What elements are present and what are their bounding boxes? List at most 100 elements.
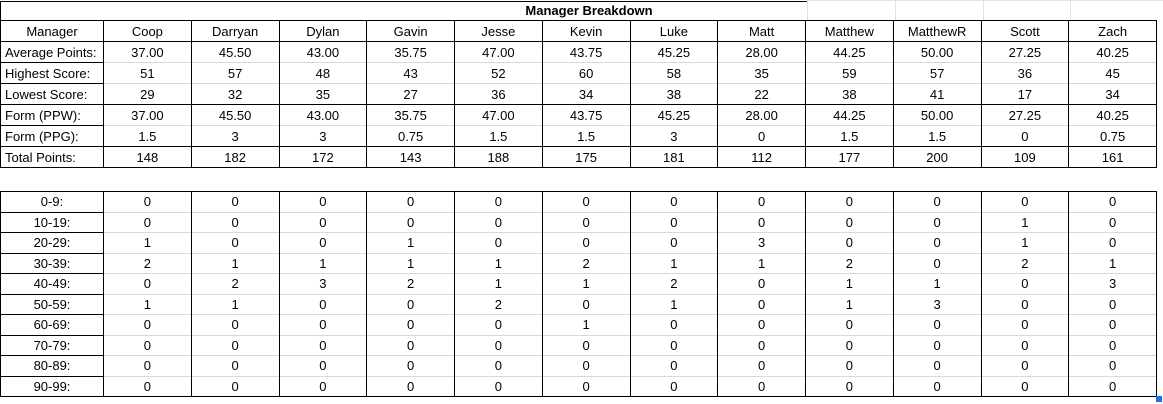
- cell[interactable]: 51: [103, 62, 192, 84]
- cell[interactable]: 0: [717, 125, 806, 147]
- column-header[interactable]: Dylan: [278, 20, 368, 42]
- cell[interactable]: 0: [629, 211, 719, 233]
- cell[interactable]: 52: [454, 62, 543, 84]
- cell[interactable]: 0: [980, 293, 1070, 315]
- row-label[interactable]: Highest Score:: [0, 62, 104, 84]
- row-label[interactable]: 90-99:: [0, 375, 104, 397]
- cell[interactable]: 0: [892, 211, 982, 233]
- cell[interactable]: 0: [366, 191, 455, 212]
- cell[interactable]: 27.25: [980, 104, 1070, 126]
- cell[interactable]: 0: [541, 232, 631, 253]
- cell[interactable]: 43.00: [278, 41, 368, 63]
- cell[interactable]: 1: [454, 273, 543, 294]
- cell[interactable]: 2: [366, 273, 455, 294]
- cell[interactable]: 0: [892, 375, 982, 397]
- cell[interactable]: 1.5: [103, 125, 192, 147]
- cell[interactable]: 1: [454, 252, 543, 274]
- cell[interactable]: 200: [892, 146, 982, 168]
- cell[interactable]: 0: [629, 355, 719, 376]
- cell[interactable]: 0: [541, 355, 631, 376]
- cell[interactable]: 1.5: [805, 125, 894, 147]
- cell[interactable]: 1: [980, 211, 1070, 233]
- column-header[interactable]: Matthew: [805, 20, 894, 42]
- cell[interactable]: 0: [980, 355, 1070, 376]
- cell[interactable]: 0: [541, 334, 631, 356]
- cell[interactable]: 0: [454, 334, 543, 356]
- cell[interactable]: 0: [541, 211, 631, 233]
- cell[interactable]: 0: [190, 314, 280, 335]
- cell[interactable]: 0: [278, 232, 368, 253]
- cell[interactable]: 0: [366, 293, 455, 315]
- cell[interactable]: 0: [805, 334, 894, 356]
- cell[interactable]: 181: [629, 146, 719, 168]
- cell[interactable]: 0: [980, 314, 1070, 335]
- cell[interactable]: 1: [892, 273, 982, 294]
- row-label[interactable]: 20-29:: [0, 232, 104, 253]
- cell[interactable]: 29: [103, 83, 192, 105]
- cell[interactable]: 45.50: [190, 41, 280, 63]
- cell[interactable]: 32: [190, 83, 280, 105]
- cell[interactable]: 0: [103, 211, 192, 233]
- column-header[interactable]: Luke: [629, 20, 719, 42]
- cell[interactable]: 3: [1068, 273, 1157, 294]
- cell[interactable]: 0: [892, 252, 982, 274]
- cell[interactable]: 35: [717, 62, 806, 84]
- cell[interactable]: 0: [892, 232, 982, 253]
- cell[interactable]: 37.00: [103, 41, 192, 63]
- cell[interactable]: 38: [629, 83, 719, 105]
- cell[interactable]: 0: [454, 314, 543, 335]
- cell[interactable]: 0: [629, 375, 719, 397]
- cell[interactable]: 28.00: [717, 104, 806, 126]
- cell[interactable]: 0: [278, 375, 368, 397]
- column-header[interactable]: Coop: [103, 20, 192, 42]
- cell[interactable]: 50.00: [892, 41, 982, 63]
- cell[interactable]: 0: [454, 375, 543, 397]
- cell[interactable]: 0: [278, 314, 368, 335]
- cell[interactable]: 40.25: [1068, 41, 1157, 63]
- cell[interactable]: 43: [366, 62, 455, 84]
- row-label[interactable]: 50-59:: [0, 293, 104, 315]
- cell[interactable]: 0: [454, 191, 543, 212]
- row-label[interactable]: Lowest Score:: [0, 83, 104, 105]
- cell[interactable]: 175: [541, 146, 631, 168]
- cell[interactable]: 172: [278, 146, 368, 168]
- row-label[interactable]: 10-19:: [0, 211, 104, 233]
- cell[interactable]: 27.25: [980, 41, 1070, 63]
- cell[interactable]: 1: [366, 232, 455, 253]
- cell[interactable]: 45.50: [190, 104, 280, 126]
- cell[interactable]: 35: [278, 83, 368, 105]
- cell[interactable]: 45: [1068, 62, 1157, 84]
- cell[interactable]: 36: [980, 62, 1070, 84]
- cell[interactable]: 0: [629, 334, 719, 356]
- cell[interactable]: 0: [1068, 375, 1157, 397]
- cell[interactable]: 0: [1068, 314, 1157, 335]
- cell[interactable]: 1: [103, 232, 192, 253]
- cell[interactable]: 1: [541, 314, 631, 335]
- cell[interactable]: 0: [366, 355, 455, 376]
- cell[interactable]: 1.5: [541, 125, 631, 147]
- column-header[interactable]: Scott: [980, 20, 1070, 42]
- cell[interactable]: 0: [541, 293, 631, 315]
- cell[interactable]: 28.00: [717, 41, 806, 63]
- cell[interactable]: 3: [629, 125, 719, 147]
- column-header[interactable]: Darryan: [190, 20, 280, 42]
- row-label[interactable]: Total Points:: [0, 146, 104, 168]
- cell[interactable]: 0: [541, 191, 631, 212]
- cell[interactable]: 177: [805, 146, 894, 168]
- cell[interactable]: 0: [629, 191, 719, 212]
- cell[interactable]: 44.25: [805, 104, 894, 126]
- cell[interactable]: 0: [717, 314, 806, 335]
- cell[interactable]: 0: [717, 273, 806, 294]
- cell[interactable]: 2: [541, 252, 631, 274]
- cell[interactable]: 2: [980, 252, 1070, 274]
- cell[interactable]: 3: [278, 273, 368, 294]
- cell[interactable]: 0: [980, 191, 1070, 212]
- column-header[interactable]: MatthewR: [892, 20, 982, 42]
- cell[interactable]: 38: [805, 83, 894, 105]
- cell[interactable]: 2: [103, 252, 192, 274]
- cell[interactable]: 0: [103, 273, 192, 294]
- cell[interactable]: 43.00: [278, 104, 368, 126]
- cell[interactable]: 1: [805, 293, 894, 315]
- cell[interactable]: 0: [103, 355, 192, 376]
- cell[interactable]: 0: [980, 273, 1070, 294]
